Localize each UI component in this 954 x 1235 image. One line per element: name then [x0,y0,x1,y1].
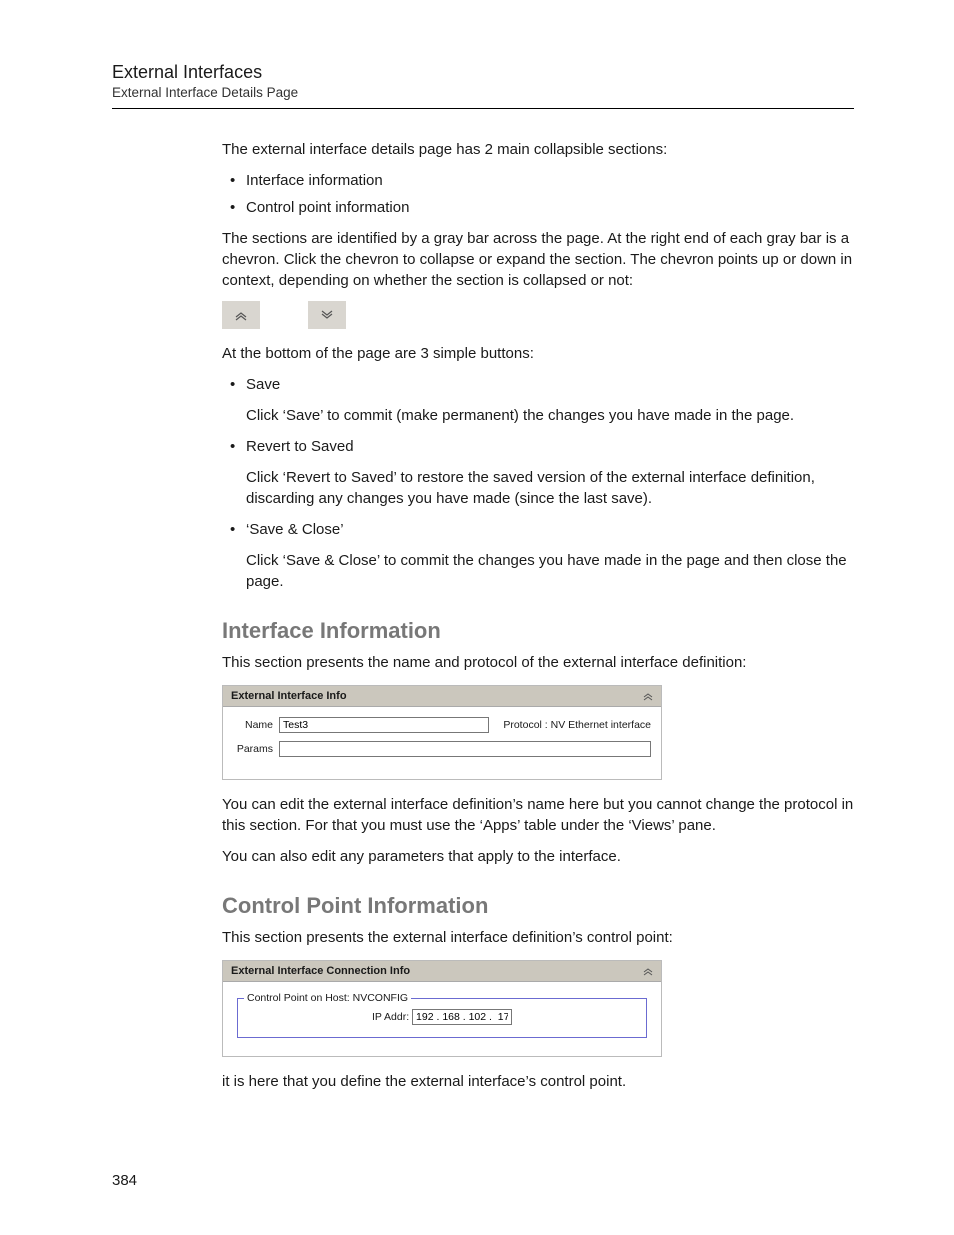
section-heading-control-point: Control Point Information [222,893,854,919]
page-container: External Interfaces External Interface D… [0,0,954,1142]
section1-p3: You can also edit any parameters that ap… [222,846,854,867]
chevron-up-icon [222,301,260,329]
protocol-label: Protocol : NV Ethernet interface [503,719,651,731]
panel-interface-info: External Interface Info Name Protocol : … [222,685,662,780]
chevron-down-icon [308,301,346,329]
buttons-list: Save [222,374,854,395]
button-desc-save: Click ‘Save’ to commit (make permanent) … [246,405,854,426]
panel-title-connection-info: External Interface Connection Info [231,965,410,977]
buttons-list-3: ‘Save & Close’ [222,519,854,540]
params-input[interactable] [279,741,651,757]
page-header: External Interfaces External Interface D… [112,62,854,109]
section-heading-interface-info: Interface Information [222,618,854,644]
params-label: Params [233,743,273,755]
chevron-examples [222,301,854,329]
intro-p1: The external interface details page has … [222,139,854,160]
fieldset-control-point: Control Point on Host: NVCONFIG IP Addr: [237,998,647,1038]
panel-title-interface-info: External Interface Info [231,690,347,702]
header-rule [112,108,854,109]
button-item-saveclose: ‘Save & Close’ [222,519,854,540]
section1-p2: You can edit the external interface defi… [222,794,854,836]
panel-header-connection-info[interactable]: External Interface Connection Info [223,961,661,982]
form-row-name: Name Protocol : NV Ethernet interface [233,717,651,733]
intro-p3: At the bottom of the page are 3 simple b… [222,343,854,364]
ip-label: IP Addr: [372,1011,409,1023]
button-item-save: Save [222,374,854,395]
name-input[interactable] [279,717,489,733]
ip-row: IP Addr: [248,1009,636,1025]
intro-bullets: Interface information Control point info… [222,170,854,218]
fieldset-legend: Control Point on Host: NVCONFIG [244,992,411,1004]
panel-connection-info: External Interface Connection Info Contr… [222,960,662,1057]
intro-p2: The sections are identified by a gray ba… [222,228,854,291]
section2-p1: This section presents the external inter… [222,927,854,948]
panel-body-connection-info: Control Point on Host: NVCONFIG IP Addr: [223,982,661,1056]
intro-bullet-1: Interface information [222,170,854,191]
header-subtitle: External Interface Details Page [112,85,854,100]
section1-p1: This section presents the name and proto… [222,652,854,673]
header-title: External Interfaces [112,62,854,83]
content-body: The external interface details page has … [222,139,854,1092]
panel-chevron-up-icon[interactable] [643,691,653,701]
section2-p2: it is here that you define the external … [222,1071,854,1092]
buttons-list-2: Revert to Saved [222,436,854,457]
page-number: 384 [112,1172,137,1189]
panel-header-interface-info[interactable]: External Interface Info [223,686,661,707]
panel-body-interface-info: Name Protocol : NV Ethernet interface Pa… [223,707,661,779]
panel-chevron-up-icon-2[interactable] [643,966,653,976]
ip-input[interactable] [412,1009,512,1025]
button-desc-saveclose: Click ‘Save & Close’ to commit the chang… [246,550,854,592]
button-item-revert: Revert to Saved [222,436,854,457]
intro-bullet-2: Control point information [222,197,854,218]
form-row-params: Params [233,741,651,757]
name-label: Name [233,719,273,731]
button-desc-revert: Click ‘Revert to Saved’ to restore the s… [246,467,854,509]
